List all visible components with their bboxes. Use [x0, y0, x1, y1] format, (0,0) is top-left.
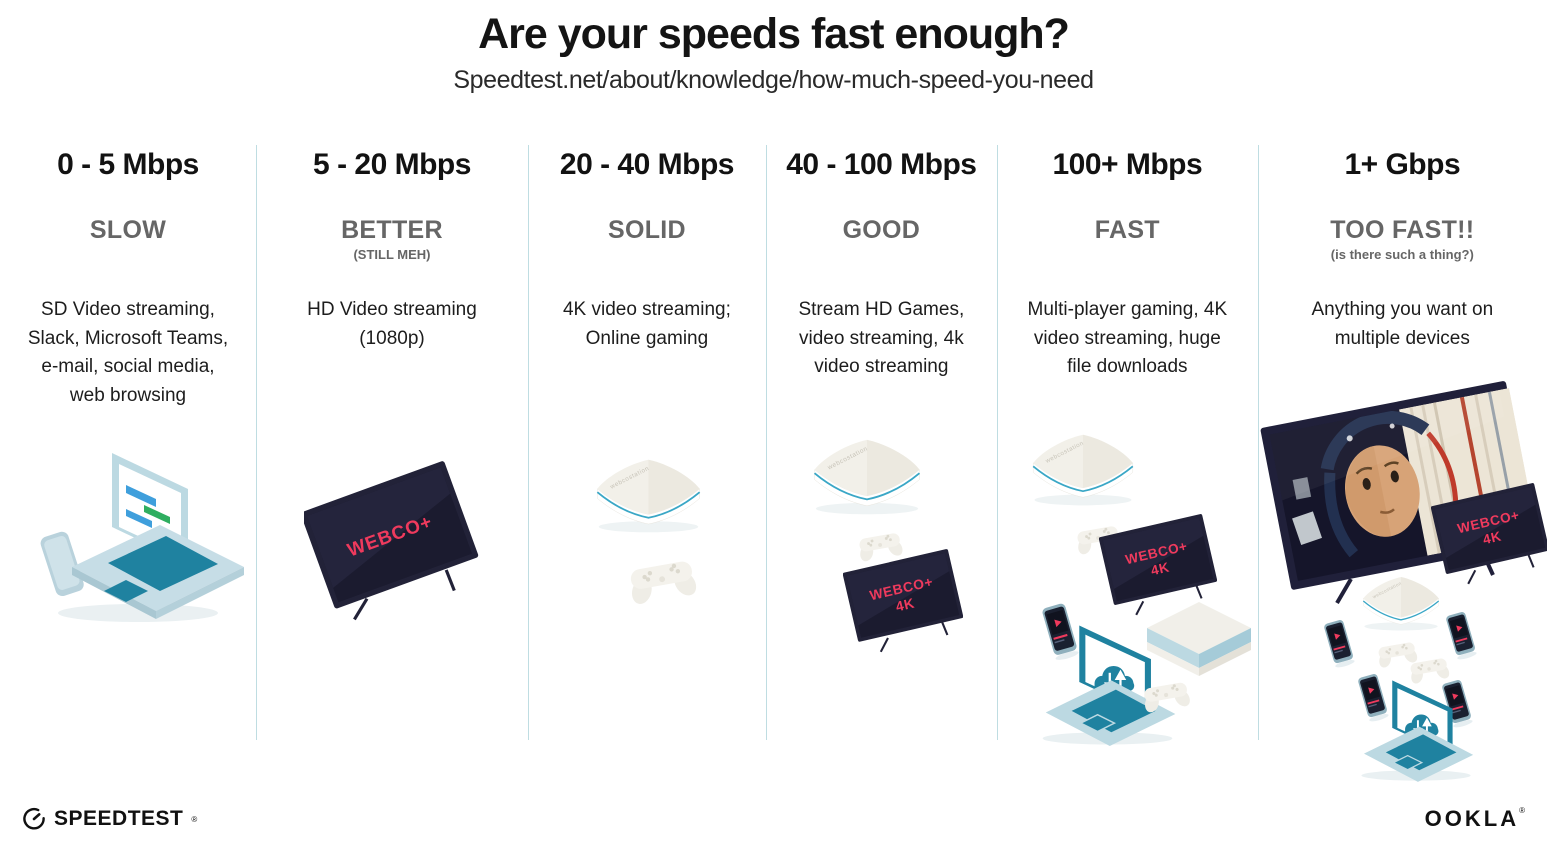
- tier-column-1plus-gbps: 1+ Gbps TOO FAST!! (is there such a thin…: [1257, 140, 1547, 782]
- console-illustration: [596, 458, 703, 608]
- chat-bubble-blue: [126, 485, 156, 507]
- tier-speed: 5 - 20 Mbps: [313, 148, 471, 181]
- tier-quality: TOO FAST!!: [1330, 216, 1475, 244]
- tier-column-5-20-mbps: 5 - 20 Mbps BETTER (STILL MEH) HD Video …: [256, 140, 528, 760]
- ookla-wordmark: OOKLA: [1424, 806, 1520, 831]
- tier-quality: GOOD: [842, 216, 921, 244]
- footer: SPEEDTEST ® OOKLA®: [22, 803, 1525, 835]
- column-divider: [527, 145, 529, 740]
- column-divider: [256, 145, 258, 740]
- tier-speed: 40 - 100 Mbps: [786, 148, 977, 181]
- tier-description: SD Video streaming, Slack, Microsoft Tea…: [27, 299, 229, 406]
- column-divider: [1257, 145, 1259, 740]
- tier-column-0-5-mbps: 0 - 5 Mbps SLOW SD Video streaming, Slac…: [0, 140, 256, 760]
- slim-console-icon: [1146, 602, 1251, 676]
- phone-icon: [40, 531, 84, 597]
- phone-video-icon: [1323, 619, 1355, 669]
- game-controller-icon: [854, 531, 907, 564]
- tier-quality: SLOW: [89, 216, 167, 244]
- header: Are your speeds fast enough? Speedtest.n…: [0, 0, 1547, 95]
- game-controller-icon: [623, 559, 703, 608]
- phone-video-icon: [1041, 602, 1079, 662]
- console-tv-illustration: [813, 438, 963, 653]
- tier-speed: 20 - 40 Mbps: [559, 148, 735, 181]
- tier-quality-note: (STILL MEH): [353, 247, 431, 262]
- tier-speed: 1+ Gbps: [1344, 148, 1461, 181]
- column-divider: [765, 145, 767, 740]
- ookla-trademark: ®: [1519, 806, 1525, 815]
- multi-device-illustration: [1032, 433, 1251, 746]
- movie-tv-icon: [1260, 381, 1538, 590]
- speedtest-gauge-icon: [23, 807, 45, 830]
- tier-quality-note: (is there such a thing?): [1330, 247, 1474, 262]
- game-console-icon: [596, 458, 701, 533]
- tier-description: HD Video streaming (1080p): [307, 299, 477, 349]
- tv-4k-icon: [842, 547, 963, 653]
- game-console-icon: [813, 438, 921, 515]
- tier-quality: SOLID: [607, 216, 686, 244]
- tier-column-100plus-mbps: 100+ Mbps FAST Multi-player gaming, 4K v…: [996, 140, 1258, 760]
- tier-description: Stream HD Games, video streaming, 4k vid…: [798, 299, 965, 377]
- chat-bubble-green: [144, 505, 170, 524]
- speedtest-logo: SPEEDTEST ®: [22, 807, 197, 831]
- tier-description: Multi-player gaming, 4K video streaming,…: [1027, 299, 1228, 377]
- tv-icon: [304, 458, 481, 621]
- game-console-icon: [1362, 576, 1440, 631]
- tier-description: Anything you want on multiple devices: [1311, 299, 1494, 349]
- phone-video-icon: [1357, 673, 1389, 723]
- tier-quality: BETTER: [341, 216, 443, 244]
- speedtest-wordmark: SPEEDTEST: [54, 807, 184, 830]
- speed-tier-columns: 0 - 5 Mbps SLOW SD Video streaming, Slac…: [0, 140, 1547, 782]
- chat-bubble-blue: [126, 509, 152, 528]
- column-divider: [996, 145, 998, 740]
- page-subtitle: Speedtest.net/about/knowledge/how-much-s…: [453, 66, 1094, 94]
- page-title: Are your speeds fast enough?: [478, 10, 1070, 58]
- laptop-icon: [72, 453, 244, 619]
- tier-column-20-40-mbps: 20 - 40 Mbps SOLID 4K video streaming; O…: [527, 140, 766, 760]
- laptop-chat-illustration: [40, 453, 244, 622]
- everything-illustration: [1260, 381, 1547, 782]
- tier-speed: 0 - 5 Mbps: [57, 148, 199, 181]
- ookla-logo: OOKLA®: [1425, 806, 1525, 832]
- tier-speed: 100+ Mbps: [1052, 148, 1203, 181]
- hd-tv-illustration: [304, 458, 481, 621]
- phone-video-icon: [1445, 611, 1477, 661]
- speedtest-trademark: ®: [191, 814, 198, 824]
- tier-description: 4K video streaming; Online gaming: [562, 299, 731, 349]
- game-console-icon: [1032, 433, 1134, 506]
- tier-column-40-100-mbps: 40 - 100 Mbps GOOD Stream HD Games, vide…: [765, 140, 997, 760]
- tier-quality: FAST: [1094, 216, 1160, 244]
